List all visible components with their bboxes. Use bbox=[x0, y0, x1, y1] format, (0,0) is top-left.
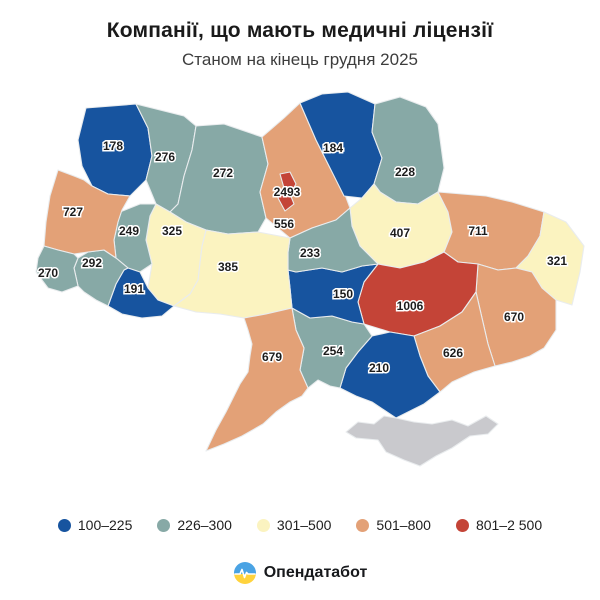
page-title: Компанії, що мають медичні ліцензії bbox=[106, 19, 494, 42]
region-value-label-kyiv_oblast: 556 bbox=[274, 217, 294, 231]
legend-range-label: 100–225 bbox=[77, 517, 133, 533]
region-value-label-chernihiv: 184 bbox=[323, 141, 343, 155]
legend-item-3: 501–800 bbox=[356, 517, 431, 533]
logo-top-half bbox=[233, 562, 256, 574]
legend-swatch-icon bbox=[455, 518, 469, 532]
region-value-label-khmelnytskyi: 325 bbox=[162, 224, 182, 238]
legend-item-0: 100–225 bbox=[57, 517, 133, 533]
legend-range-label: 501–800 bbox=[376, 517, 431, 533]
map-region-odesa bbox=[205, 307, 309, 452]
region-value-label-kherson: 210 bbox=[369, 361, 389, 375]
region-value-label-mykolaiv: 254 bbox=[323, 344, 343, 358]
legend-swatch-icon bbox=[256, 518, 270, 532]
region-value-label-ternopil: 249 bbox=[119, 224, 139, 238]
footer: Опендатабот bbox=[0, 561, 600, 585]
region-value-label-dnipropetrovsk: 1006 bbox=[397, 299, 424, 313]
region-value-label-cherkasy: 233 bbox=[300, 246, 320, 260]
legend-swatch-icon bbox=[57, 518, 71, 532]
region-value-label-odesa: 679 bbox=[262, 350, 282, 364]
map-region-lviv bbox=[43, 169, 131, 259]
region-value-label-luhansk: 321 bbox=[547, 254, 567, 268]
legend-item-1: 226–300 bbox=[157, 517, 232, 533]
legend-item-4: 801–2 500 bbox=[455, 517, 543, 533]
region-value-label-zakarpattia: 270 bbox=[38, 266, 58, 280]
map-region-kyiv_city bbox=[277, 171, 297, 212]
legend-range-label: 226–300 bbox=[177, 517, 232, 533]
legend-range-label: 301–500 bbox=[276, 517, 332, 533]
region-value-label-zaporizhzhia: 626 bbox=[443, 346, 463, 360]
header: Компанії, що мають медичні ліцензії Стан… bbox=[0, 19, 600, 70]
region-value-label-donetsk: 670 bbox=[504, 310, 524, 324]
region-value-label-kyiv_city: 2493 bbox=[274, 185, 301, 199]
legend-swatch-icon bbox=[157, 518, 171, 532]
region-value-label-vinnytsia: 385 bbox=[218, 260, 238, 274]
region-value-label-chernivtsi: 191 bbox=[124, 282, 144, 296]
map-region-sumy bbox=[371, 96, 445, 205]
region-value-label-lviv: 727 bbox=[63, 205, 83, 219]
region-value-label-kirovohrad: 150 bbox=[333, 287, 353, 301]
region-value-label-poltava: 407 bbox=[390, 226, 410, 240]
logo-bottom-half bbox=[233, 574, 256, 584]
region-value-label-zhytomyr: 272 bbox=[213, 166, 233, 180]
map-region-cherkasy bbox=[287, 207, 379, 273]
opendatabot-logo-icon bbox=[233, 562, 256, 584]
page-subtitle: Станом на кінець грудня 2025 bbox=[182, 50, 418, 69]
region-value-label-ivano_frankivsk: 292 bbox=[82, 256, 102, 270]
map-region-zakarpattia bbox=[35, 245, 79, 293]
region-value-label-kharkiv: 711 bbox=[468, 224, 488, 238]
logo-pulse-line bbox=[233, 568, 256, 579]
region-value-label-sumy: 228 bbox=[395, 165, 415, 179]
legend-range-label: 801–2 500 bbox=[475, 517, 543, 533]
brand-wordmark: Опендатабот bbox=[263, 564, 368, 581]
legend-swatch-icon bbox=[356, 518, 370, 532]
map-region-crimea bbox=[345, 415, 499, 467]
legend: 100–225 226–300 301–500 501–800 801–2 500 bbox=[0, 517, 600, 533]
region-value-label-volyn: 178 bbox=[103, 139, 123, 153]
region-value-label-rivne: 276 bbox=[155, 150, 175, 164]
legend-item-2: 301–500 bbox=[256, 517, 332, 533]
